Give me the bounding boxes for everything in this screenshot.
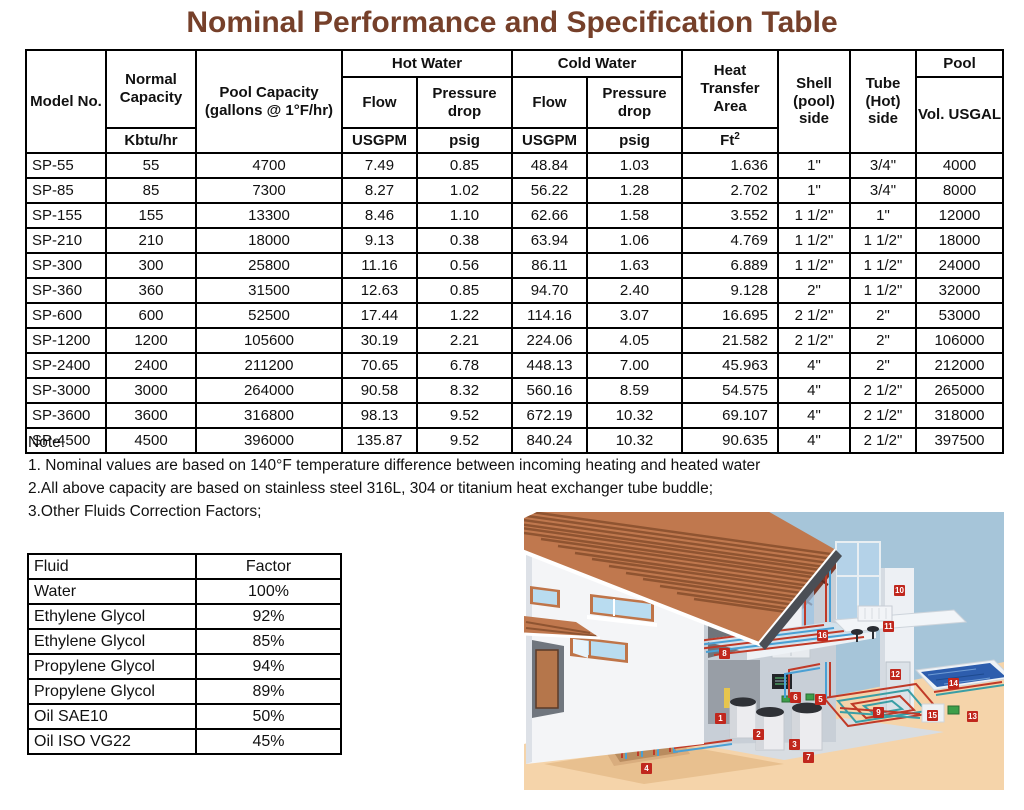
header-group-pool: Pool [915, 49, 1004, 78]
unit-kbtu: Kbtu/hr [105, 127, 197, 154]
table-row: SP-85 85 7300 8.27 1.02 56.22 1.28 2.702 1" 3/4" 8… [25, 177, 1004, 204]
callout-badge-9: 9 [873, 707, 884, 718]
header-cold-flow: Flow [511, 76, 588, 129]
unit-hot-psig: psig [416, 127, 513, 154]
notes-label: Note: [28, 434, 66, 451]
header-normal-capacity: Normal Capacity [105, 49, 197, 129]
entry-door [535, 649, 559, 709]
windows [530, 586, 657, 663]
callout-badge-3: 3 [789, 739, 800, 750]
table-row: SP-600 600 52500 17.44 1.22 114.16 3.07 16.695 2… [25, 302, 1004, 329]
callout-badge-2: 2 [753, 729, 764, 740]
fluid-table-body: Water 100% Ethylene Glycol 92% Ethylene Glyc… [27, 578, 342, 755]
system-illustration: 1 2 3 4 5 6 7 8 9 10 11 12 13 14 15 16 [524, 512, 1004, 790]
header-model: Model No. [25, 49, 107, 154]
balcony-slab [832, 609, 968, 633]
header-hot-pressure-drop: Pressure drop [416, 76, 513, 129]
table-row: SP-155 155 13300 8.46 1.10 62.66 1.58 3.552 1 1/… [25, 202, 1004, 229]
factor-header: Factor [195, 553, 342, 580]
list-item: Propylene Glycol 89% [27, 678, 342, 705]
list-item: Propylene Glycol 94% [27, 653, 342, 680]
table-row: SP-3000 3000 264000 90.58 8.32 560.16 8.59 54.5… [25, 377, 1004, 404]
radiator [857, 605, 893, 622]
table-row: SP-1200 1200 105600 30.19 2.21 224.06 4.05 21.5… [25, 327, 1004, 354]
callout-badge-14: 14 [948, 678, 959, 689]
note-line-3: 3.Other Fluids Correction Factors; [28, 503, 262, 520]
unit-cold-flow: USGPM [511, 127, 588, 154]
fluid-header: Fluid [27, 553, 197, 580]
notes-block: Note: 1. Nominal values are based on 140… [28, 431, 760, 523]
header-cold-pressure-drop: Pressure drop [586, 76, 683, 129]
porch-roof [524, 616, 600, 638]
header-tube-side: Tube (Hot) side [849, 49, 917, 154]
list-item: Ethylene Glycol 85% [27, 628, 342, 655]
callout-badge-7: 7 [803, 752, 814, 763]
header-shell-side: Shell (pool) side [777, 49, 851, 154]
note-line-2: 2.All above capacity are based on stainl… [28, 480, 714, 497]
callout-badge-13: 13 [967, 711, 978, 722]
note-line-1: 1. Nominal values are based on 140°F tem… [28, 457, 761, 474]
unit-heat-area: Ft2 [681, 127, 779, 154]
fluid-correction-table: Fluid Factor Water 100% Ethylene Glycol 92%… [27, 553, 342, 755]
header-hot-flow: Flow [341, 76, 418, 129]
roof [524, 512, 842, 650]
table-row: SP-3600 3600 316800 98.13 9.52 672.19 10.32 69.… [25, 402, 1004, 429]
unit-hot-flow: USGPM [341, 127, 418, 154]
table-row: SP-55 55 4700 7.49 0.85 48.84 1.03 1.636 1" 3/4" 4… [25, 152, 1004, 179]
callout-badge-11: 11 [883, 621, 894, 632]
callout-badge-1: 1 [715, 713, 726, 724]
table-row: SP-4500 4500 396000 135.87 9.52 840.24 10.32 90… [25, 427, 1004, 454]
spec-table: Model No. Normal Capacity Pool Capacity … [25, 49, 1004, 454]
table-row: SP-2400 2400 211200 70.65 6.78 448.13 7.00 45.9… [25, 352, 1004, 379]
pump [805, 693, 815, 701]
pool-pump [947, 705, 960, 715]
table-row: SP-300 300 25800 11.16 0.56 86.11 1.63 6.889 1 1… [25, 252, 1004, 279]
header-group-cold-water: Cold Water [511, 49, 683, 78]
header-group-hot-water: Hot Water [341, 49, 513, 78]
house-cutaway-art [524, 512, 1004, 790]
callout-badge-16: 16 [817, 630, 828, 641]
list-item: Oil ISO VG22 45% [27, 728, 342, 755]
header-heat-transfer-area: Heat Transfer Area [681, 49, 779, 129]
spec-table-body: SP-55 55 4700 7.49 0.85 48.84 1.03 1.636 1" 3/4" 4… [25, 152, 1004, 454]
callout-badge-4: 4 [641, 763, 652, 774]
table-row: SP-360 360 31500 12.63 0.85 94.70 2.40 9.128 2" 1… [25, 277, 1004, 304]
unit-cold-psig: psig [586, 127, 683, 154]
callout-badge-8: 8 [719, 648, 730, 659]
page-title: Nominal Performance and Specification Ta… [186, 6, 838, 39]
callout-badge-12: 12 [890, 669, 901, 680]
callout-badge-6: 6 [790, 692, 801, 703]
header-pool-vol: Vol. USGAL [915, 76, 1004, 154]
callout-badge-10: 10 [894, 585, 905, 596]
list-item: Oil SAE10 50% [27, 703, 342, 730]
list-item: Water 100% [27, 578, 342, 605]
table-row: SP-210 210 18000 9.13 0.38 63.94 1.06 4.769 1 1/… [25, 227, 1004, 254]
callout-badge-5: 5 [815, 694, 826, 705]
callout-badge-15: 15 [927, 710, 938, 721]
swimming-pool [914, 659, 1004, 691]
list-item: Ethylene Glycol 92% [27, 603, 342, 630]
header-pool-capacity: Pool Capacity (gallons @ 1°F/hr) [195, 49, 343, 154]
